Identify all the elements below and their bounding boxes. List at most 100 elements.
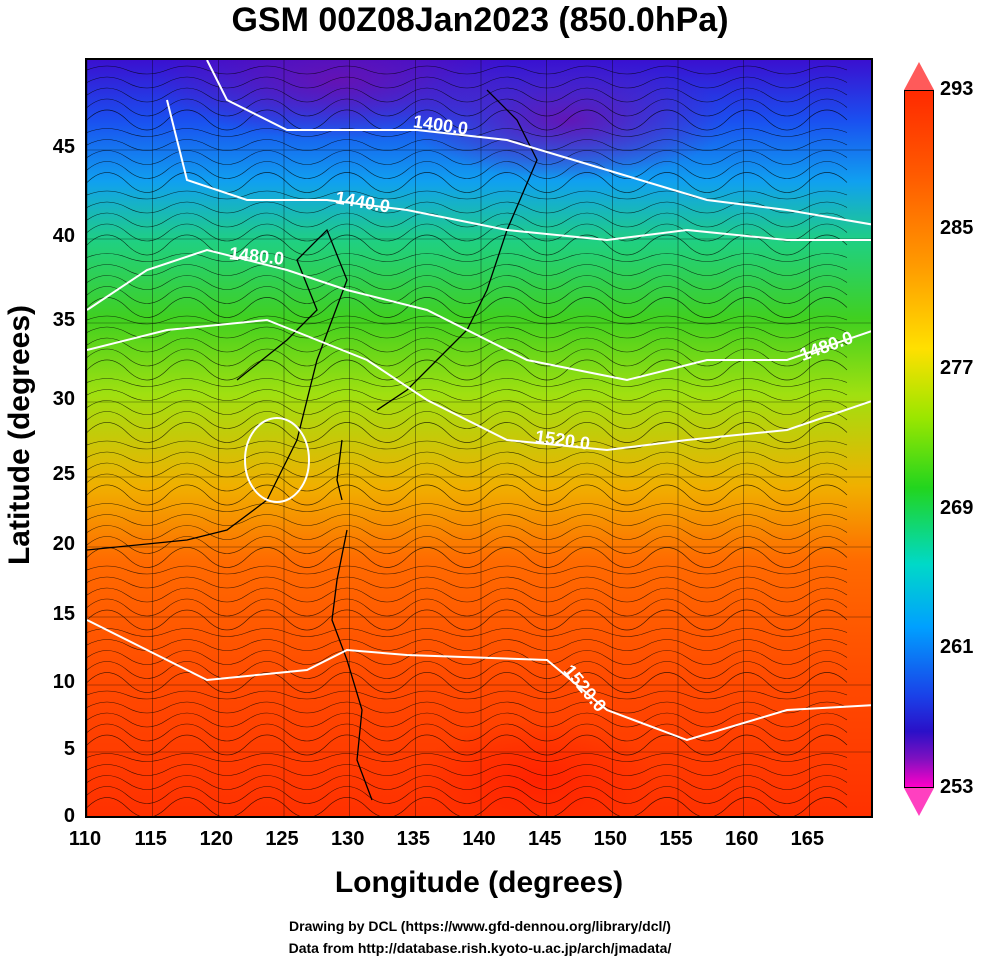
streamlines	[87, 65, 848, 816]
streamline	[87, 87, 848, 103]
streamline	[87, 701, 848, 714]
y-tick-label: 10	[52, 671, 75, 693]
x-tick-label: 125	[265, 828, 299, 850]
streamline	[87, 775, 848, 790]
contour-1480	[87, 248, 871, 382]
streamline	[87, 337, 848, 353]
colorbar-tick-label: 285	[940, 217, 974, 239]
streamline	[87, 484, 848, 506]
streamline	[87, 98, 848, 117]
y-tick-label: 30	[52, 388, 75, 410]
streamline	[87, 264, 848, 276]
coastline-china	[87, 228, 348, 551]
streamline	[87, 764, 848, 776]
colorbar-tick-label: 261	[940, 636, 974, 658]
y-tick-label: 40	[52, 225, 75, 247]
streamline	[87, 565, 848, 575]
streamline	[87, 712, 848, 728]
streamline	[87, 786, 848, 804]
colorbar-underflow-arrow	[904, 788, 934, 816]
streamline	[87, 672, 848, 693]
map-plot-area: 1400.0 1440.0 1480.0 1480.0 1520.0 1520.…	[85, 58, 873, 818]
streamline	[87, 690, 848, 700]
streamline	[87, 275, 848, 290]
contour-1520-south	[87, 619, 871, 742]
y-tick-label: 35	[52, 309, 75, 331]
temperature-field	[87, 60, 871, 816]
contour-1520-north	[87, 318, 871, 452]
streamline	[87, 234, 848, 256]
colorbar-tick-label: 277	[940, 357, 974, 379]
y-axis-label: Latitude (degrees)	[3, 304, 36, 566]
streamline	[87, 286, 848, 304]
x-tick-label: 160	[725, 828, 759, 850]
map-title: GSM 00Z08Jan2023 (850.0hPa)	[231, 1, 729, 39]
credit-data-source: Data from http://database.rish.kyoto-u.a…	[288, 940, 672, 956]
x-tick-label: 155	[659, 828, 693, 850]
colorbar-tick-label: 293	[940, 78, 974, 100]
streamline	[87, 451, 848, 464]
streamline	[87, 753, 848, 762]
geopotential-contours	[87, 60, 871, 742]
streamline	[87, 661, 848, 679]
streamline	[87, 628, 848, 637]
credit-drawing: Drawing by DCL (https://www.gfd-dennou.o…	[289, 918, 671, 934]
weather-map	[87, 60, 871, 816]
streamline	[87, 734, 848, 756]
x-tick-label: 110	[68, 828, 102, 850]
streamline	[87, 639, 848, 651]
coastline-japan	[376, 89, 538, 411]
y-tick-label: 5	[63, 738, 75, 760]
streamline	[87, 797, 848, 816]
streamline	[87, 514, 848, 526]
streamline	[87, 547, 848, 568]
streamline	[87, 536, 848, 554]
streamline	[87, 378, 848, 387]
streamline	[87, 76, 848, 89]
streamline	[87, 212, 848, 228]
x-tick-label: 130	[331, 828, 365, 850]
streamline	[87, 297, 848, 318]
streamline	[87, 650, 848, 665]
streamline	[87, 723, 848, 742]
lat-lon-grid	[87, 60, 871, 816]
coastlines	[87, 89, 538, 801]
x-tick-label: 135	[396, 828, 430, 850]
streamline	[87, 609, 848, 631]
streamline	[87, 172, 848, 193]
streamline	[87, 400, 848, 415]
x-tick-label: 165	[790, 828, 824, 850]
x-tick-label: 150	[593, 828, 627, 850]
x-tick-label: 140	[462, 828, 496, 850]
coastline-philippines	[331, 529, 373, 801]
streamline	[87, 440, 848, 450]
streamline	[87, 161, 848, 179]
streamline	[87, 223, 848, 242]
y-tick-label: 25	[52, 463, 75, 485]
streamline	[87, 411, 848, 429]
colorbar-tick-label: 253	[940, 776, 974, 798]
contour-high-cell	[244, 417, 310, 503]
streamline	[87, 587, 848, 603]
streamline	[87, 315, 848, 325]
streamline	[87, 359, 848, 381]
streamline	[87, 598, 848, 617]
y-tick-label: 20	[52, 533, 75, 555]
streamline	[87, 150, 848, 165]
streamline	[87, 389, 848, 401]
contour-1400	[206, 60, 871, 226]
streamline	[87, 139, 848, 151]
y-tick-label: 15	[52, 603, 75, 625]
temperature-colorbar	[904, 90, 934, 788]
streamline	[87, 65, 848, 75]
x-tick-label: 115	[134, 828, 167, 850]
streamline	[87, 190, 848, 200]
y-tick-label: 45	[52, 136, 75, 158]
x-tick-label: 145	[528, 828, 562, 850]
streamline	[87, 473, 848, 492]
streamline	[87, 576, 848, 589]
streamline	[87, 109, 848, 131]
contour-1440	[166, 99, 871, 242]
streamline	[87, 503, 848, 512]
streamline	[87, 253, 848, 262]
